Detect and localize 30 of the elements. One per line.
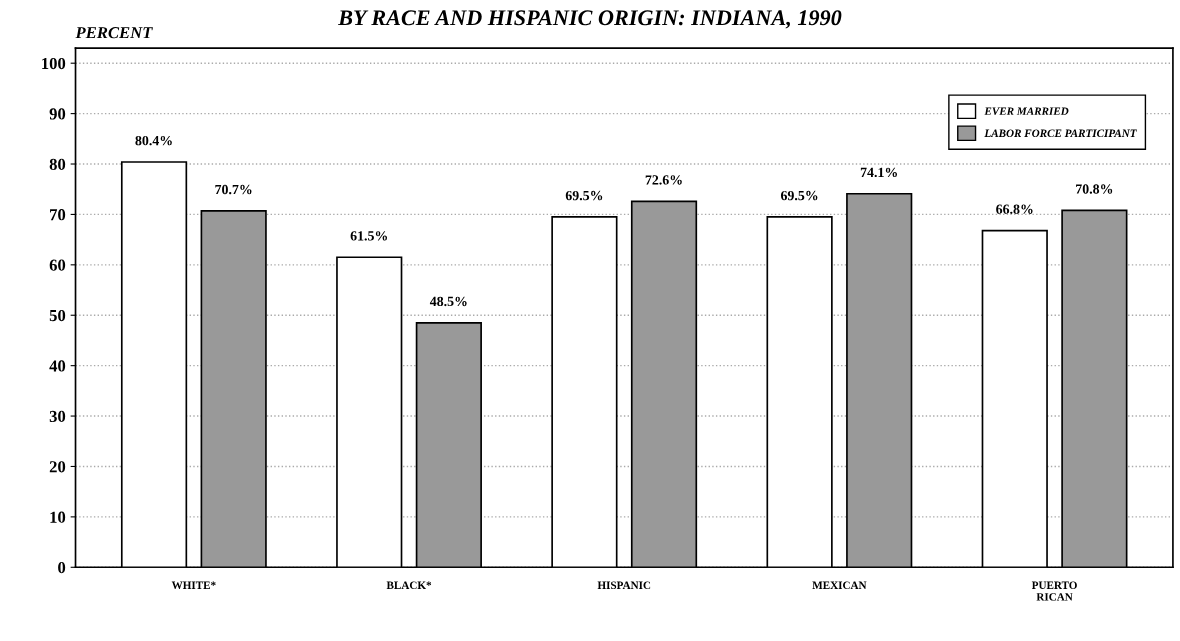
data-label: 69.5%: [565, 190, 603, 201]
y-tick-label: 20: [49, 461, 66, 473]
x-tick-label: MEXICAN: [812, 581, 867, 589]
y-tick-label: 10: [50, 511, 66, 523]
x-tick-label: BLACK*: [386, 581, 432, 589]
data-label: 74.1%: [860, 167, 897, 178]
data-label: 61.5%: [350, 231, 388, 241]
y-tick-label: 40: [49, 360, 66, 372]
data-label: 69.5%: [780, 190, 818, 201]
data-label: 80.4%: [135, 135, 172, 146]
legend-label: LABOR FORCE PARTICIPANT: [984, 129, 1137, 137]
legend-label: EVER MARRIED: [984, 107, 1069, 115]
data-label: 72.6%: [645, 175, 682, 185]
data-label: 48.5%: [429, 296, 467, 307]
y-tick-label: 50: [49, 309, 66, 322]
data-label: 70.7%: [215, 184, 252, 195]
data-label: 66.8%: [996, 204, 1033, 214]
y-tick-label: 30: [49, 410, 66, 423]
data-label: 70.8%: [1076, 184, 1113, 194]
y-tick-label: 80: [49, 158, 66, 170]
y-tick-label: 70: [50, 209, 66, 221]
x-tick-label: PUERTO RICAN: [1031, 581, 1077, 601]
chart-title: BY RACE AND HISPANIC ORIGIN: INDIANA, 1990: [337, 10, 842, 29]
y-tick-label: 0: [58, 561, 66, 574]
x-tick-label: HISPANIC: [597, 581, 651, 589]
x-tick-label: WHITE*: [171, 581, 216, 590]
y-tick-label: 90: [49, 108, 66, 120]
y-axis-title: PERCENT: [75, 27, 153, 39]
y-tick-label: 60: [49, 259, 66, 271]
y-tick-label: 100: [42, 57, 66, 70]
